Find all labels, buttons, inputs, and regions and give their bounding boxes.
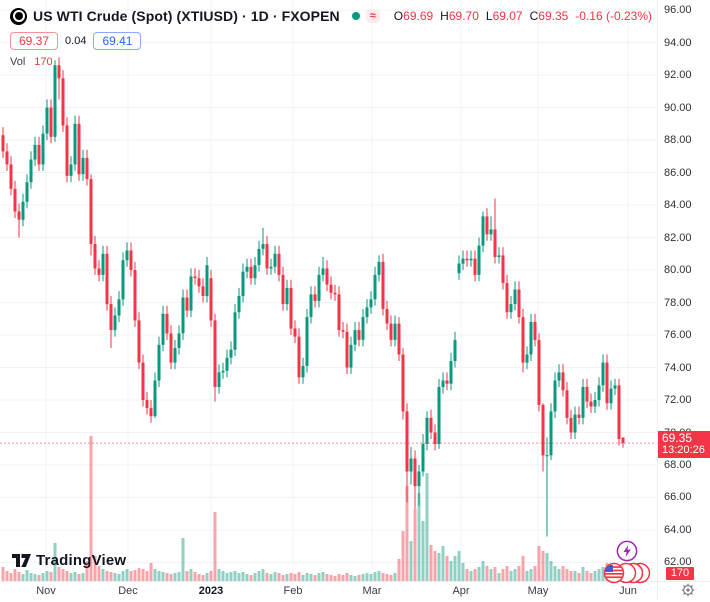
- price-tick-label: 72.00: [664, 394, 692, 406]
- time-tick-label: Mar: [362, 585, 382, 597]
- time-tick-label: Jun: [619, 585, 637, 597]
- ohlc-open-value: 69.69: [403, 9, 434, 23]
- price-tick-label: 82.00: [664, 232, 692, 244]
- volume-value-badge: 170: [666, 567, 694, 580]
- last-price-value: 69.35: [662, 431, 693, 445]
- axis-settings-button[interactable]: [681, 583, 695, 602]
- price-tick-label: 84.00: [664, 199, 692, 211]
- sell-bid-button[interactable]: 69.37: [10, 32, 59, 50]
- market-open-dot-icon[interactable]: [351, 12, 360, 20]
- price-tick-label: 80.00: [664, 264, 692, 276]
- price-tick-label: 86.00: [664, 167, 692, 179]
- price-tick-label: 64.00: [664, 524, 692, 536]
- lightning-bolt-icon: [616, 540, 638, 562]
- tradingview-logo[interactable]: TradingView: [12, 552, 126, 569]
- price-tick-label: 76.00: [664, 329, 692, 341]
- broker-flag-stack-button[interactable]: [602, 561, 652, 590]
- ohlc-low: L69.07: [486, 9, 523, 23]
- bar-countdown: 13:20:26: [662, 444, 705, 456]
- price-tick-label: 94.00: [664, 37, 692, 49]
- ohlc-open: O69.69: [394, 9, 433, 23]
- spread-value: 0.04: [65, 35, 87, 47]
- ohlc-high-value: 69.70: [448, 9, 479, 23]
- ohlc-high: H69.70: [440, 9, 479, 23]
- price-tick-label: 68.00: [664, 459, 692, 471]
- symbol-logo-icon: [10, 7, 27, 25]
- tradingview-mark-icon: [12, 553, 31, 567]
- price-tick-label: 66.00: [664, 491, 692, 503]
- ohlc-close: C69.35: [530, 9, 569, 23]
- price-tick-label: 92.00: [664, 69, 692, 81]
- price-tick-label: 96.00: [664, 4, 692, 16]
- ohlc-close-value: 69.35: [538, 9, 569, 23]
- ohlc-close-label: C: [529, 9, 539, 23]
- change-readout: -0.16 (-0.23%): [575, 9, 652, 23]
- tradingview-logo-text: TradingView: [36, 552, 127, 569]
- time-tick-label: Feb: [283, 585, 303, 597]
- price-axis-separator: [657, 0, 658, 600]
- gear-icon: [681, 583, 695, 597]
- volume-indicator-value: 170: [34, 56, 53, 68]
- time-tick-label: Nov: [36, 585, 56, 597]
- price-tick-label: 78.00: [664, 297, 692, 309]
- ohlc-low-label: L: [485, 9, 493, 23]
- volume-indicator-label[interactable]: Vol: [10, 56, 26, 68]
- price-tick-label: 88.00: [664, 134, 692, 146]
- instant-execution-button[interactable]: [616, 540, 638, 567]
- time-tick-label: 2023: [198, 585, 224, 597]
- time-axis-separator: [0, 581, 710, 582]
- delayed-data-icon[interactable]: ≈: [365, 9, 380, 23]
- ohlc-low-value: 69.07: [492, 9, 523, 23]
- price-tick-label: 74.00: [664, 362, 692, 374]
- ohlc-open-label: O: [393, 9, 404, 23]
- time-tick-label: May: [527, 585, 549, 597]
- last-price-badge: 69.35 13:20:26: [658, 431, 710, 458]
- symbol-title[interactable]: US WTI Crude (Spot) (XTIUSD) · 1D · FXOP…: [33, 8, 340, 24]
- us-flag-circles-icon: [603, 562, 651, 584]
- chart-legend: US WTI Crude (Spot) (XTIUSD) · 1D · FXOP…: [10, 6, 652, 68]
- buy-ask-button[interactable]: 69.41: [93, 32, 142, 50]
- price-tick-label: 62.00: [664, 556, 692, 568]
- ohlc-high-label: H: [440, 9, 449, 23]
- time-tick-label: Dec: [118, 585, 138, 597]
- ohlc-readout: O69.69 H69.70 L69.07 C69.35 -0.16 (-0.23…: [394, 9, 652, 23]
- price-tick-label: 90.00: [664, 102, 692, 114]
- time-tick-label: Apr: [452, 585, 470, 597]
